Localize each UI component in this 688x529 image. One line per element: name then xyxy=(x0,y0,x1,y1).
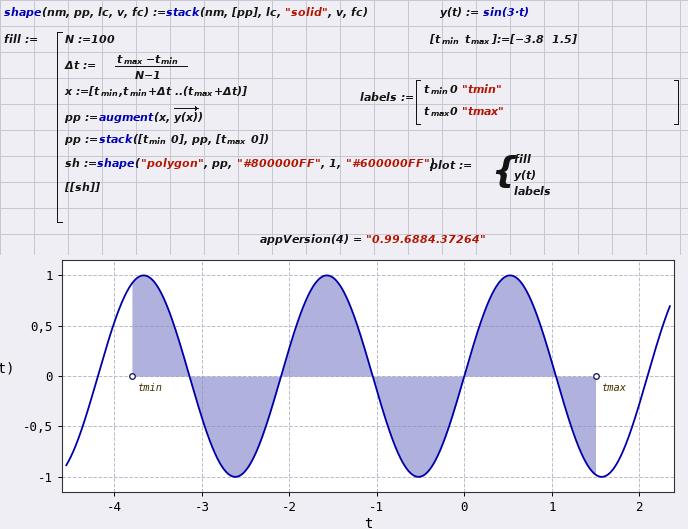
Y-axis label: y(t): y(t) xyxy=(0,362,14,376)
Text: tmax: tmax xyxy=(601,383,626,393)
X-axis label: t: t xyxy=(364,517,372,529)
Text: tmin: tmin xyxy=(137,383,162,393)
